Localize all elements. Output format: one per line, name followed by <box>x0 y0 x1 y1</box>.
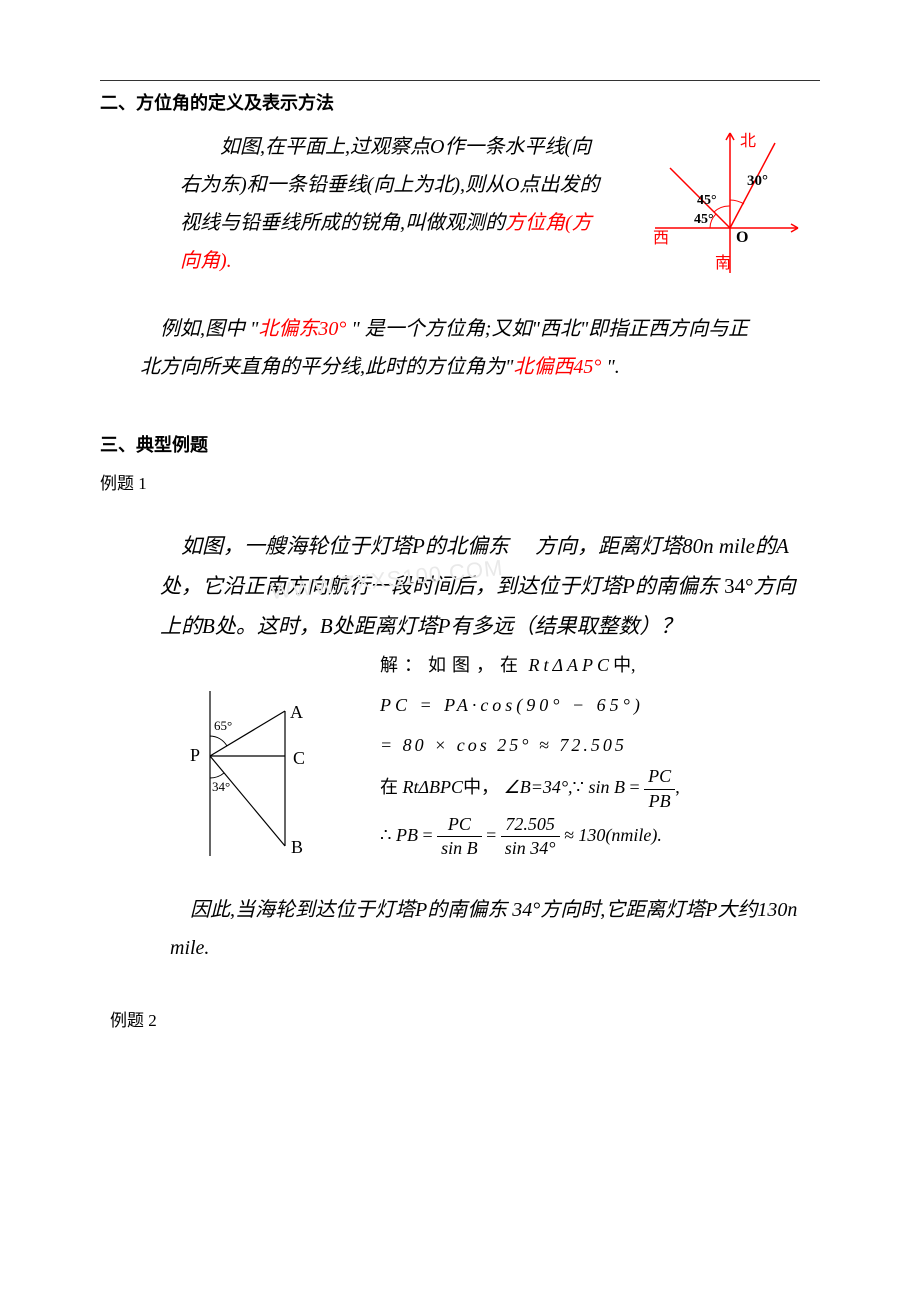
compass-west: 西 <box>653 230 669 247</box>
example1-row: P A C B 65° 34° 解：如图，在 RtΔAPC中, PC = PA·… <box>160 646 810 861</box>
eq: = <box>486 825 501 845</box>
f1n: PC <box>437 813 482 837</box>
section2-para1: 如图,在平面上,过观察点O作一条水平线(向右为东)和一条铅垂线(向上为北),则从… <box>180 128 600 280</box>
label-B: B <box>291 837 303 857</box>
label-A: A <box>290 702 303 722</box>
label-65: 65° <box>214 718 232 733</box>
p2d: 北偏西45° <box>513 356 601 378</box>
compass-O: O <box>736 229 748 246</box>
section2-heading: 二、方位角的定义及表示方法 <box>100 89 820 118</box>
compass-45b: 45° <box>694 212 714 227</box>
frac-pb: PB <box>644 790 675 813</box>
section2-block: 如图,在平面上,过观察点O作一条水平线(向右为东)和一条铅垂线(向上为北),则从… <box>180 128 820 280</box>
sol-l4: 在 RtΔBPC中， ∠B=34°,∵ sin B = PCPB, <box>380 765 680 813</box>
compass-south: 南 <box>715 254 731 272</box>
p2e: ". <box>601 356 619 378</box>
p2b: 北偏东30° <box>258 318 346 340</box>
sol-l1: 解：如图，在 RtΔAPC中, <box>380 646 680 686</box>
l4c: , <box>675 777 680 797</box>
example2-label: 例题 2 <box>110 1007 820 1034</box>
section2-para2: 例如,图中 "北偏东30° " 是一个方位角;又如"西北"即指正西方向与正北方向… <box>140 310 760 386</box>
sol-l5: ∴ PB = PCsin B = 72.505sin 34° ≈ 130(nmi… <box>380 813 680 861</box>
f2n: 72.505 <box>501 813 560 837</box>
example1-label: 例题 1 <box>100 470 820 497</box>
p2a: 例如,图中 " <box>140 318 258 340</box>
example1-solution: 解：如图，在 RtΔAPC中, PC = PA·cos(90° − 65°) =… <box>380 646 680 860</box>
label-P: P <box>190 745 200 765</box>
ex1a: 如图，一艘海轮位于灯塔P的北偏东 方向，距离灯塔80n mile的A处，它沿正南… <box>160 534 789 598</box>
example1-body: WWW.ZXXS100.COM 如图，一艘海轮位于灯塔P的北偏东 方向，距离灯塔… <box>160 527 810 968</box>
sol-l2: PC = PA·cos(90° − 65°) <box>380 686 680 726</box>
sol-l3: = 80 × cos 25° ≈ 72.505 <box>380 726 680 766</box>
ex1b: 34° <box>724 574 753 598</box>
example1-diagram: P A C B 65° 34° <box>170 681 330 861</box>
example1-text: 如图，一艘海轮位于灯塔P的北偏东 方向，距离灯塔80n mile的A处，它沿正南… <box>160 527 810 647</box>
compass-diagram: 北 南 西 O 30° 45° 45° <box>620 128 800 298</box>
compass-45a: 45° <box>697 193 717 208</box>
frac-pc: PC <box>644 765 675 789</box>
compass-30: 30° <box>747 173 768 189</box>
f2d: sin 34° <box>501 837 560 860</box>
compass-north: 北 <box>740 132 756 150</box>
section3-heading: 三、典型例题 <box>100 431 820 460</box>
label-34: 34° <box>212 779 230 794</box>
label-C: C <box>293 748 305 768</box>
section3: 三、典型例题 例题 1 WWW.ZXXS100.COM 如图，一艘海轮位于灯塔P… <box>100 431 820 1035</box>
f1d: sin B <box>437 837 482 860</box>
example1-conclusion: 因此,当海轮到达位于灯塔P的南偏东 34°方向时,它距离灯塔P大约130n mi… <box>170 891 810 967</box>
l5c: ≈ 130(nmile). <box>564 825 662 845</box>
horizontal-rule <box>100 80 820 81</box>
